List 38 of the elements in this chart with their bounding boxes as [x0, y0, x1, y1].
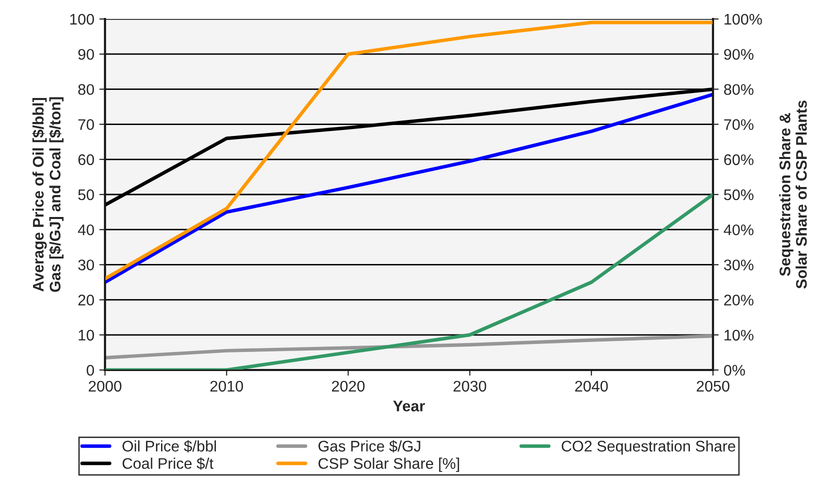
legend-label: Oil Price $/bbl	[122, 440, 216, 452]
y2-axis-title: Sequestration Share & Solar Share of CSP Plants	[779, 100, 807, 289]
y-tick-label: 80	[78, 84, 94, 95]
y-tick-label: 50	[78, 189, 94, 200]
x-tick-label: 2010	[210, 380, 243, 392]
legend-label: CSP Solar Share [%]	[318, 458, 460, 472]
y-axis-title: Average Price of Oil [$/bbl] Gas [$/GJ] and Coal [$/ton]	[32, 97, 64, 292]
y2-tick-label: 20%	[724, 294, 754, 306]
y2-tick-label: 100%	[724, 14, 762, 25]
x-tick-label: 2000	[88, 380, 122, 392]
y-tick-label: 100	[70, 14, 94, 25]
y-tick-label: 90	[78, 48, 94, 60]
y2-tick-label: 10%	[724, 330, 754, 341]
y2-tick-label: 30%	[724, 260, 754, 270]
y2-tick-label: 0%	[724, 364, 745, 376]
x-tick-label: 2040	[575, 380, 608, 392]
x-axis-title: Year	[393, 400, 425, 412]
x-tick-label: 2020	[332, 380, 365, 392]
line-series	[105, 334, 713, 360]
x-tick-label: 2050	[696, 380, 730, 392]
legend-label: Coal Price $/t	[122, 457, 214, 470]
y2-tick-label: 70%	[724, 119, 754, 130]
y-tick-label: 10	[78, 330, 94, 341]
line-series	[105, 92, 713, 284]
y-tick-label: 20	[78, 294, 94, 306]
x-tick-label: 2030	[454, 380, 486, 392]
y2-tick-label: 80%	[724, 84, 754, 95]
y2-tick-label: 60%	[724, 154, 754, 166]
y-tick-label: 0	[86, 364, 94, 376]
y-tick-label: 40	[78, 224, 94, 236]
legend-label: CO2 Sequestration Share	[562, 440, 736, 455]
legend-label: Gas Price $/GJ	[318, 440, 420, 452]
y-tick-label: 30	[78, 260, 94, 270]
y2-tick-label: 90%	[724, 48, 754, 60]
y2-tick-label: 40%	[724, 224, 754, 236]
y2-tick-label: 50%	[724, 189, 754, 200]
y-tick-label: 60	[78, 154, 94, 166]
y-tick-label: 70	[78, 119, 94, 130]
